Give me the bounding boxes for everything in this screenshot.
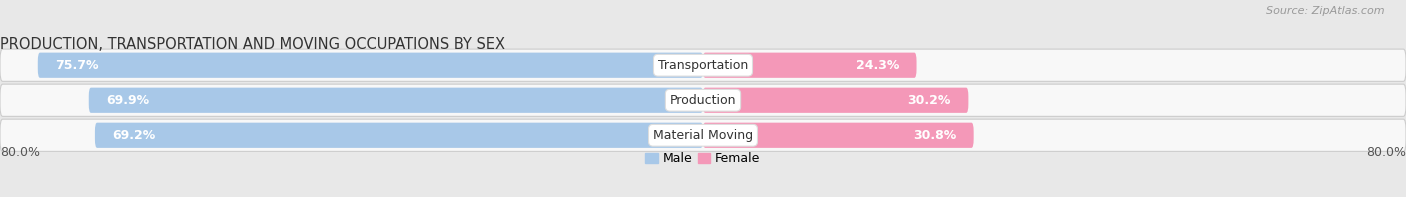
Text: 80.0%: 80.0% [1367, 146, 1406, 159]
FancyBboxPatch shape [0, 49, 1406, 81]
FancyBboxPatch shape [0, 84, 1406, 116]
Text: PRODUCTION, TRANSPORTATION AND MOVING OCCUPATIONS BY SEX: PRODUCTION, TRANSPORTATION AND MOVING OC… [0, 36, 505, 51]
Text: 75.7%: 75.7% [55, 59, 98, 72]
Text: 80.0%: 80.0% [0, 146, 39, 159]
Text: 24.3%: 24.3% [856, 59, 898, 72]
FancyBboxPatch shape [703, 88, 969, 113]
Text: Source: ZipAtlas.com: Source: ZipAtlas.com [1267, 6, 1385, 16]
Legend: Male, Female: Male, Female [645, 152, 761, 165]
Text: 69.9%: 69.9% [107, 94, 149, 107]
FancyBboxPatch shape [38, 53, 703, 78]
Text: Transportation: Transportation [658, 59, 748, 72]
FancyBboxPatch shape [89, 88, 703, 113]
Text: 69.2%: 69.2% [112, 129, 156, 142]
Text: Production: Production [669, 94, 737, 107]
Text: Material Moving: Material Moving [652, 129, 754, 142]
FancyBboxPatch shape [0, 119, 1406, 151]
Text: 30.2%: 30.2% [907, 94, 950, 107]
FancyBboxPatch shape [94, 123, 703, 148]
FancyBboxPatch shape [703, 123, 973, 148]
Text: 30.8%: 30.8% [912, 129, 956, 142]
FancyBboxPatch shape [703, 53, 917, 78]
